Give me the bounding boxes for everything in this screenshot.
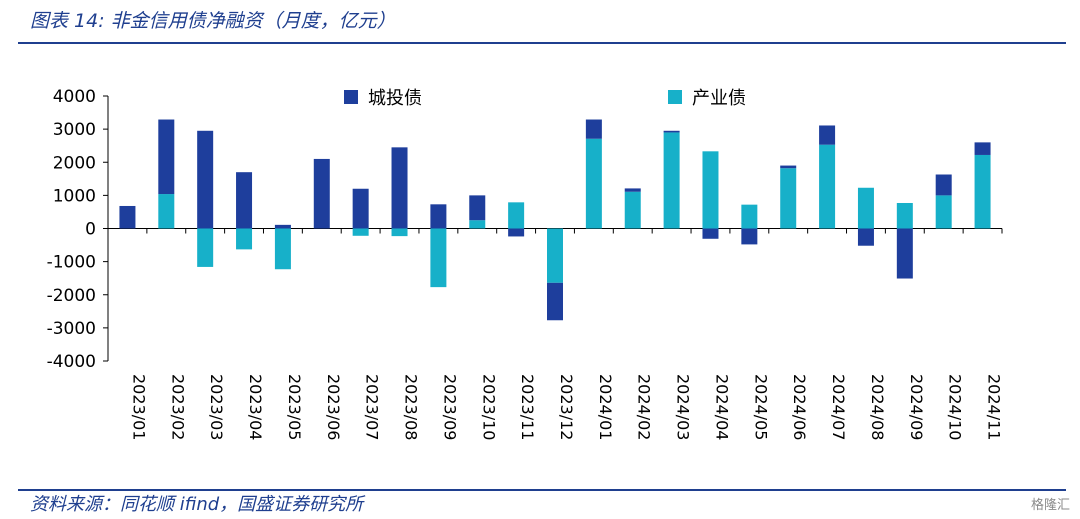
bar-industrial — [158, 194, 175, 229]
bar-chengtou — [780, 165, 797, 169]
x-tick-label: 2024/06 — [790, 374, 809, 440]
bar-industrial — [935, 195, 952, 229]
x-tick-label: 2024/01 — [596, 374, 615, 440]
legend-label: 产业债 — [692, 88, 746, 109]
y-tick-label: 0 — [85, 220, 96, 240]
bar-chengtou — [857, 228, 874, 246]
x-tick-label: 2023/03 — [207, 374, 226, 440]
x-tick-label: 2024/03 — [674, 374, 693, 440]
bar-chengtou — [896, 228, 913, 279]
watermark: 格隆汇 — [1030, 498, 1070, 513]
bar-chengtou — [391, 147, 408, 229]
y-tick-label: 2000 — [53, 153, 96, 173]
footer-divider — [18, 489, 1066, 491]
plot-bars — [119, 119, 991, 321]
title-divider — [18, 42, 1066, 44]
bar-chengtou — [236, 172, 253, 229]
bar-industrial — [857, 187, 874, 229]
x-tick-label: 2024/09 — [907, 374, 926, 440]
y-tick-label: 4000 — [53, 87, 96, 107]
bar-industrial — [624, 191, 641, 229]
bar-chengtou — [935, 174, 952, 196]
y-tick-label: -3000 — [47, 319, 96, 339]
tick-labels: 4000 3000 2000 1000 0 -1000 -2000 -3000 -4000 202… — [47, 87, 1004, 440]
x-tick-label: 2023/07 — [363, 374, 382, 440]
x-tick-label: 2023/05 — [285, 374, 304, 440]
bar-chengtou — [624, 188, 641, 192]
bar-chengtou — [313, 158, 330, 229]
bar-industrial — [702, 151, 719, 229]
x-tick-label: 2023/12 — [557, 374, 576, 440]
legend-swatch — [668, 90, 682, 104]
bar-chengtou — [974, 142, 991, 155]
bar-industrial — [352, 228, 369, 236]
x-tick-label: 2024/08 — [868, 374, 887, 440]
bar-industrial — [197, 228, 214, 267]
bar-chengtou — [663, 130, 680, 133]
bar-industrial — [741, 204, 758, 229]
bar-industrial — [547, 228, 563, 283]
bar-chengtou — [158, 119, 175, 195]
bar-chengtou — [508, 228, 525, 237]
bar-industrial — [236, 228, 253, 250]
y-tick-label: -4000 — [47, 352, 96, 372]
y-tick-label: 3000 — [53, 120, 96, 140]
x-tick-label: 2023/09 — [440, 374, 459, 440]
chart-title: 图表 14: 非金信用债净融资（月度，亿元） — [30, 10, 396, 32]
bar-industrial — [896, 202, 913, 229]
bar-industrial — [974, 154, 991, 229]
legend: 城投债 产业债 — [344, 88, 746, 109]
x-tick-label: 2024/10 — [946, 374, 965, 440]
x-tick-label: 2024/04 — [712, 374, 731, 440]
bar-chengtou — [352, 188, 369, 229]
bar-industrial — [819, 144, 836, 229]
x-tick-label: 2024/05 — [751, 374, 770, 440]
bar-chengtou — [197, 130, 214, 229]
bar-industrial — [430, 228, 447, 288]
bar-industrial — [780, 168, 797, 229]
bar-industrial — [585, 138, 602, 229]
legend-label: 城投债 — [368, 88, 422, 109]
bar-industrial — [663, 132, 680, 229]
legend-swatch — [344, 90, 358, 104]
x-tick-label: 2023/04 — [246, 374, 265, 440]
bar-industrial — [508, 202, 525, 229]
x-tick-label: 2023/10 — [479, 374, 498, 440]
x-tick-label: 2023/06 — [324, 374, 343, 440]
y-tick-label: 1000 — [53, 186, 96, 206]
y-tick-label: -1000 — [47, 253, 96, 273]
source-note: 资料来源：同花顺 ifind，国盛证券研究所 — [30, 494, 364, 515]
bar-chengtou — [274, 224, 291, 229]
x-tick-label: 2024/02 — [635, 374, 654, 440]
bar-chengtou — [119, 205, 136, 229]
bar-chengtou — [741, 228, 758, 245]
x-tick-label: 2024/11 — [985, 374, 1004, 440]
bar-industrial — [391, 228, 408, 237]
bar-chengtou — [547, 282, 563, 321]
x-tick-label: 2023/11 — [518, 374, 537, 440]
bar-chengtou — [469, 195, 486, 221]
bar-industrial — [469, 220, 486, 229]
x-tick-label: 2024/07 — [829, 374, 848, 440]
bar-chengtou — [702, 228, 719, 239]
bar-industrial — [274, 228, 291, 270]
bar-chengtou — [819, 125, 836, 145]
bar-chengtou — [585, 119, 602, 139]
y-tick-label: -2000 — [47, 286, 96, 306]
x-tick-label: 2023/01 — [129, 374, 148, 440]
x-tick-label: 2023/02 — [168, 374, 187, 440]
x-tick-label: 2023/08 — [402, 374, 421, 440]
bar-chengtou — [430, 204, 447, 229]
chart-svg: 4000 3000 2000 1000 0 -1000 -2000 -3000 -4000 202… — [47, 87, 1004, 440]
